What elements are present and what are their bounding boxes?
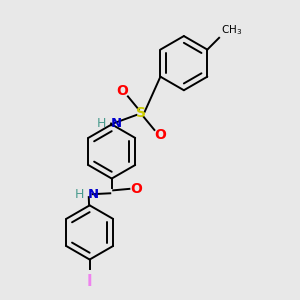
Text: O: O (154, 128, 166, 142)
Text: I: I (87, 274, 92, 289)
Text: H: H (97, 117, 106, 130)
Text: O: O (130, 182, 142, 196)
Text: S: S (136, 106, 146, 120)
Text: N: N (110, 117, 122, 130)
Text: CH$_3$: CH$_3$ (220, 23, 242, 37)
Text: O: O (117, 84, 129, 98)
Text: H: H (74, 188, 84, 201)
Text: N: N (88, 188, 99, 201)
